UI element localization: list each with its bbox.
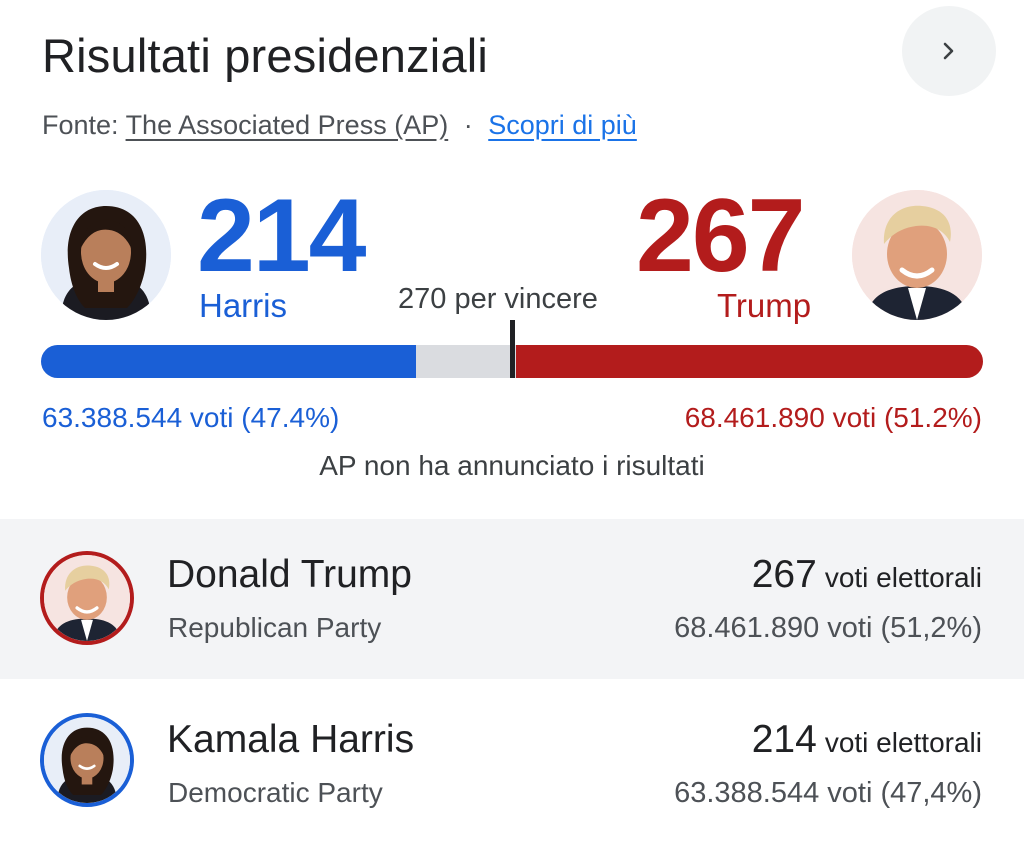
candidate-party: Democratic Party — [168, 777, 383, 808]
harris-bar-segment — [41, 345, 416, 378]
candidate-row-harris[interactable]: Kamala Harris Democratic Party 214 voti e… — [0, 680, 1024, 845]
electoral-label: voti elettorali — [824, 562, 982, 593]
electoral-count: 214 — [751, 718, 817, 761]
harris-label: Harris — [199, 287, 287, 324]
trump-label: Trump — [717, 287, 812, 324]
candidate-name: Donald Trump — [167, 553, 412, 596]
result-status: AP non ha annunciato i risultati — [319, 450, 705, 481]
candidate-electoral-votes: 267 voti elettorali — [752, 553, 982, 597]
candidate-row-trump[interactable]: Donald Trump Republican Party 267 voti el… — [0, 519, 1024, 679]
electoral-label: voti elettorali — [824, 727, 982, 758]
trump-bar-segment — [515, 345, 983, 378]
source-separator: · — [463, 110, 473, 140]
electoral-count: 267 — [751, 553, 817, 596]
threshold-label: 270 per vincere — [398, 283, 598, 315]
candidate-popular-votes: 63.388.544 voti (47,4%) — [674, 777, 982, 809]
next-button[interactable] — [902, 6, 996, 96]
trump-avatar — [852, 190, 982, 320]
trump-electoral-count: 267 — [636, 178, 806, 294]
trump-avatar-small — [40, 551, 134, 645]
harris-avatar-small — [40, 713, 134, 807]
candidate-name: Kamala Harris — [167, 718, 415, 761]
candidate-electoral-votes: 214 voti elettorali — [752, 718, 982, 762]
trump-popular-votes: 68.461.890 voti (51.2%) — [684, 402, 982, 433]
candidate-popular-votes: 68.461.890 voti (51,2%) — [674, 612, 982, 644]
source-provider-link[interactable]: The Associated Press (AP) — [125, 110, 449, 140]
harris-electoral-count: 214 — [197, 178, 367, 294]
chevron-right-icon — [939, 41, 959, 61]
learn-more-link[interactable]: Scopri di più — [488, 110, 637, 140]
threshold-marker — [510, 320, 515, 378]
source-line: Fonte: The Associated Press (AP) · Scopr… — [42, 110, 637, 141]
harris-avatar — [41, 190, 171, 320]
candidate-party: Republican Party — [168, 612, 382, 643]
source-prefix: Fonte: — [42, 110, 119, 140]
harris-popular-votes: 63.388.544 voti (47.4%) — [42, 402, 340, 433]
page-title: Risultati presidenziali — [42, 29, 489, 82]
